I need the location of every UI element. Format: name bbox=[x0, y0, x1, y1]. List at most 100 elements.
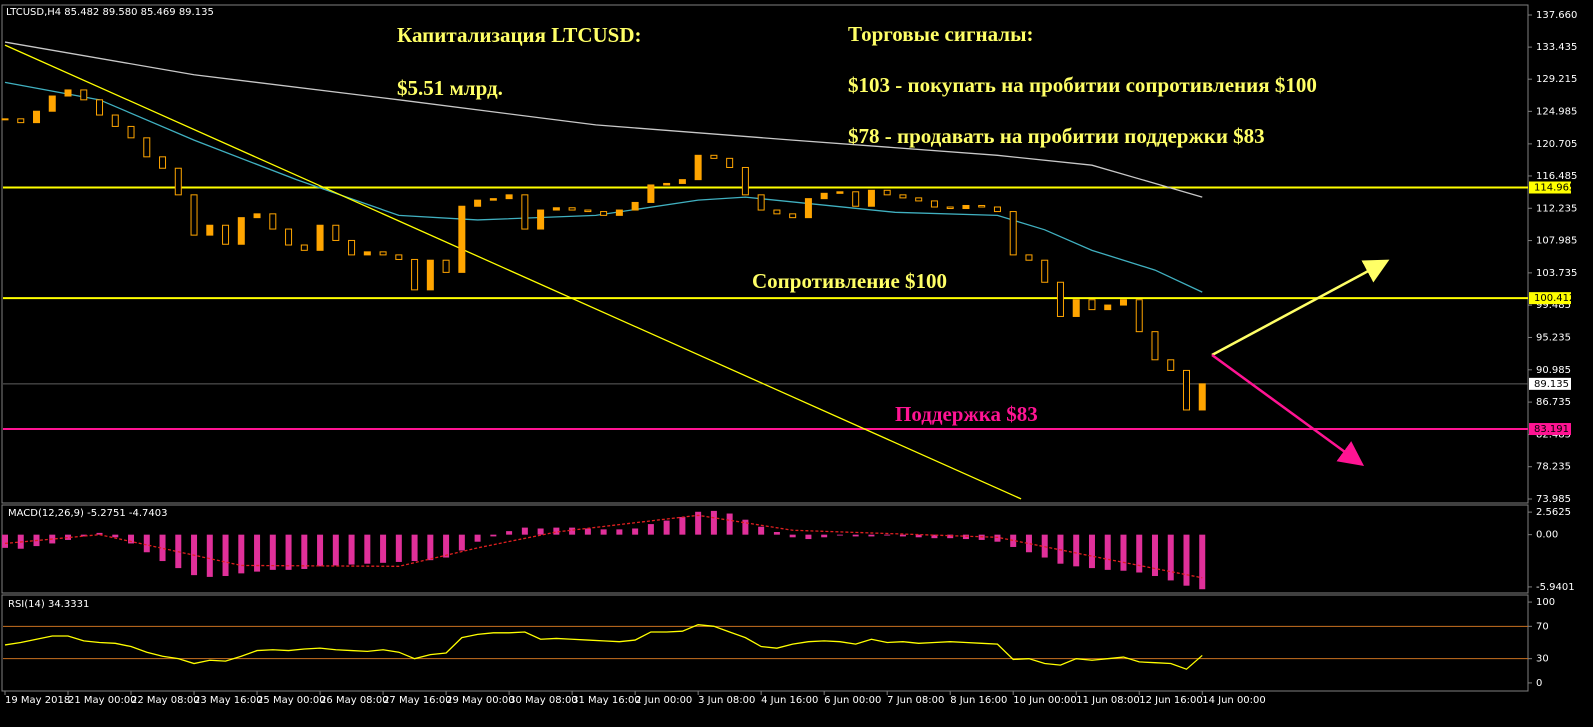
x-tick-label: 23 May 16:00 bbox=[194, 695, 263, 706]
rsi-line bbox=[4, 624, 1203, 670]
moving-average bbox=[4, 81, 1203, 293]
x-tick-label: 29 May 00:00 bbox=[446, 695, 515, 706]
candle bbox=[363, 251, 371, 256]
rsi-panel bbox=[1, 594, 1529, 692]
candle bbox=[852, 191, 860, 207]
histogram-bar bbox=[773, 532, 780, 535]
histogram-bar bbox=[726, 513, 733, 535]
histogram-bar bbox=[317, 534, 324, 567]
moving-average bbox=[4, 41, 1203, 198]
candle bbox=[694, 154, 702, 181]
histogram-bar bbox=[947, 534, 954, 539]
histogram-bar bbox=[443, 534, 450, 558]
candle bbox=[1198, 383, 1206, 411]
histogram-bar bbox=[1104, 534, 1111, 570]
histogram-bar bbox=[915, 534, 922, 538]
y-tick-label: 124.985 bbox=[1536, 106, 1577, 117]
histogram-bar bbox=[647, 524, 654, 535]
candle bbox=[426, 259, 434, 291]
histogram-bar bbox=[348, 534, 355, 565]
y-tick-label: 100 bbox=[1536, 597, 1555, 608]
candle bbox=[64, 89, 72, 97]
candle bbox=[521, 194, 529, 230]
cap-title: Капитализация LTCUSD: bbox=[397, 23, 642, 47]
histogram-bar bbox=[222, 534, 229, 577]
histogram-bar bbox=[1088, 534, 1095, 569]
histogram-bar bbox=[695, 511, 702, 535]
level-label: 89.135 bbox=[1534, 379, 1569, 390]
histogram-bar bbox=[254, 534, 261, 572]
x-tick-label: 10 Jun 00:00 bbox=[1013, 695, 1077, 706]
candle bbox=[48, 95, 56, 112]
histogram-bar bbox=[380, 534, 387, 563]
histogram-bar bbox=[332, 534, 339, 566]
sell-arrow bbox=[1211, 353, 1365, 466]
indicator-label: RSI(14) 34.3331 bbox=[8, 599, 89, 610]
y-tick-label: 99.485 bbox=[1536, 300, 1571, 311]
candle bbox=[1, 118, 9, 121]
level-label-box bbox=[1529, 292, 1571, 305]
candle bbox=[1056, 281, 1064, 317]
candle bbox=[678, 179, 686, 184]
level-label-box bbox=[1529, 181, 1571, 194]
candle bbox=[537, 209, 545, 230]
histogram-bar bbox=[1010, 534, 1017, 547]
candle bbox=[993, 206, 1001, 213]
header: LTCUSD,H4 85.482 89.580 85.469 89.135 bbox=[6, 7, 214, 18]
histogram-bar bbox=[584, 528, 591, 535]
signal-buy: $103 - покупать на пробитии сопротивлени… bbox=[848, 73, 1317, 97]
histogram-bar bbox=[269, 534, 276, 570]
y-tick-label: 70 bbox=[1536, 621, 1549, 632]
histogram-bar bbox=[868, 534, 875, 537]
candle bbox=[899, 194, 907, 199]
x-tick-label: 22 May 08:00 bbox=[131, 695, 200, 706]
candle bbox=[1119, 299, 1127, 306]
cap-value: $5.51 млрд. bbox=[397, 76, 503, 100]
histogram-bar bbox=[1167, 534, 1174, 581]
histogram-bar bbox=[411, 534, 418, 562]
candle bbox=[1025, 254, 1033, 261]
candle bbox=[206, 224, 214, 236]
candle bbox=[836, 191, 844, 194]
support-label: Поддержка $83 bbox=[895, 402, 1038, 426]
x-tick-label: 11 Jun 08:00 bbox=[1076, 695, 1140, 706]
candle bbox=[316, 224, 324, 251]
candle bbox=[1104, 304, 1112, 311]
candle bbox=[458, 205, 466, 273]
candle bbox=[820, 192, 828, 200]
histogram-bar bbox=[395, 534, 402, 562]
candle bbox=[442, 259, 450, 273]
y-tick-label: 0 bbox=[1536, 678, 1542, 689]
candle bbox=[111, 114, 119, 127]
x-tick-label: 19 May 2018 bbox=[5, 695, 70, 706]
y-tick-label: 133.435 bbox=[1536, 42, 1577, 53]
candle bbox=[17, 118, 25, 124]
x-tick-label: 30 May 08:00 bbox=[509, 695, 578, 706]
y-tick-label: 73.985 bbox=[1536, 494, 1571, 505]
histogram-bar bbox=[1025, 534, 1032, 553]
candle bbox=[80, 89, 88, 101]
histogram-bar bbox=[899, 534, 906, 537]
candle bbox=[962, 204, 970, 210]
candle bbox=[978, 204, 986, 208]
candle bbox=[269, 213, 277, 230]
level-label: 114.965 bbox=[1534, 183, 1575, 194]
histogram-bar bbox=[836, 534, 843, 536]
candle bbox=[411, 258, 419, 291]
candle bbox=[505, 194, 513, 200]
candle bbox=[773, 209, 781, 215]
candle bbox=[1167, 359, 1175, 371]
candle bbox=[379, 251, 387, 256]
candle bbox=[143, 137, 151, 158]
y-tick-label: 103.735 bbox=[1536, 268, 1577, 279]
histogram-bar bbox=[427, 534, 434, 561]
histogram-bar bbox=[474, 534, 481, 542]
x-tick-label: 6 Jun 00:00 bbox=[824, 695, 881, 706]
x-tick-label: 21 May 00:00 bbox=[68, 695, 137, 706]
histogram-bar bbox=[537, 528, 544, 535]
histogram-bar bbox=[1073, 534, 1080, 567]
histogram-bar bbox=[884, 534, 891, 536]
histogram-bar bbox=[506, 531, 513, 535]
histogram-bar bbox=[490, 534, 497, 537]
